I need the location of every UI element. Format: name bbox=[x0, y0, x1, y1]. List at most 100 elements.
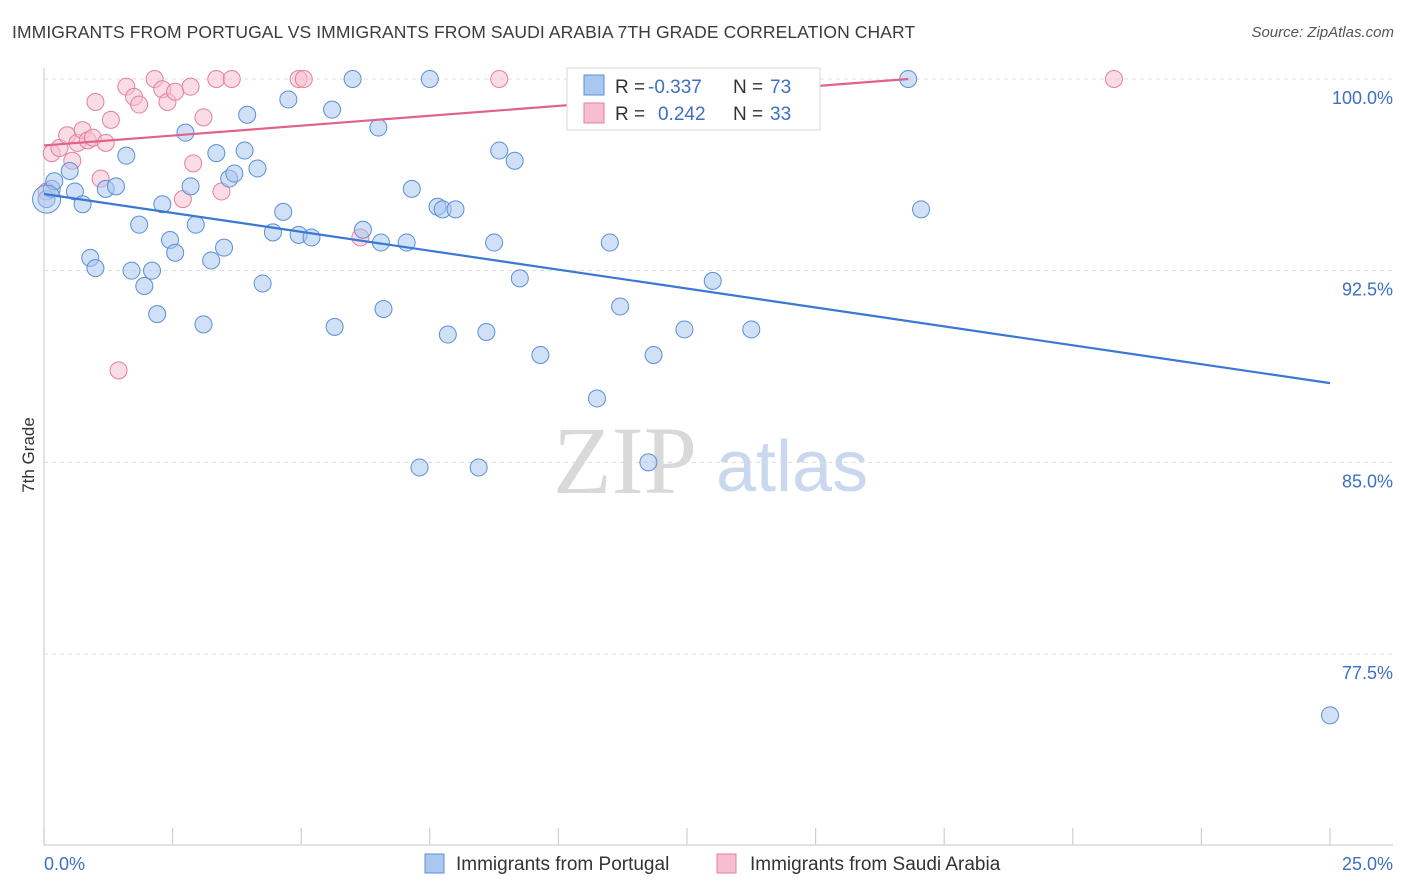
y-axis-title: 7th Grade bbox=[19, 417, 38, 493]
data-point-portugal bbox=[166, 243, 185, 262]
data-point-portugal bbox=[176, 123, 195, 142]
data-point-portugal bbox=[912, 200, 931, 219]
data-point-portugal bbox=[675, 320, 694, 339]
legend-label-portugal: Immigrants from Portugal bbox=[456, 854, 669, 875]
data-point-portugal bbox=[587, 389, 606, 408]
data-point-portugal bbox=[207, 144, 226, 163]
source-credit: Source: ZipAtlas.com bbox=[1251, 24, 1394, 41]
data-point-portugal bbox=[130, 215, 149, 234]
data-point-saudi-arabia bbox=[181, 77, 200, 96]
data-point-portugal bbox=[531, 346, 550, 364]
data-point-portugal bbox=[703, 271, 722, 290]
y-tick-label: 77.5% bbox=[1342, 663, 1393, 683]
data-point-portugal bbox=[186, 215, 205, 234]
data-point-saudi-arabia bbox=[207, 70, 226, 88]
data-point-portugal bbox=[644, 346, 663, 364]
data-point-portugal bbox=[446, 200, 465, 219]
data-point-portugal bbox=[117, 146, 136, 165]
data-point-portugal bbox=[469, 458, 488, 477]
data-point-portugal bbox=[353, 220, 372, 239]
data-point-portugal-cluster bbox=[32, 184, 62, 214]
data-point-portugal bbox=[477, 323, 496, 341]
legend: Immigrants from Portugal Immigrants from… bbox=[424, 853, 1001, 875]
legend-swatch-portugal bbox=[424, 853, 445, 874]
gridlines bbox=[44, 78, 1393, 655]
data-point-portugal bbox=[323, 100, 342, 119]
chart-title: IMMIGRANTS FROM PORTUGAL VS IMMIGRANTS F… bbox=[12, 22, 916, 42]
data-point-saudi-arabia bbox=[490, 70, 509, 88]
data-point-portugal bbox=[402, 179, 421, 198]
data-point-portugal bbox=[279, 90, 298, 109]
watermark-atlas: atlas bbox=[716, 427, 868, 507]
series-portugal-points bbox=[32, 70, 1339, 725]
data-point-portugal bbox=[148, 305, 167, 324]
data-point-portugal bbox=[410, 458, 429, 477]
x-tick-label-max: 25.0% bbox=[1342, 854, 1393, 874]
stats-r-value-saudi-arabia: 0.242 bbox=[658, 104, 706, 125]
y-tick-label: 85.0% bbox=[1342, 471, 1393, 491]
data-point-portugal bbox=[194, 315, 213, 334]
y-tick-label: 92.5% bbox=[1342, 280, 1393, 300]
data-point-saudi-arabia bbox=[130, 95, 149, 114]
data-point-portugal bbox=[369, 118, 388, 137]
data-point-portugal bbox=[238, 105, 257, 124]
stats-swatch-portugal bbox=[583, 74, 605, 96]
data-point-saudi-arabia bbox=[294, 70, 313, 88]
data-point-portugal bbox=[153, 195, 172, 214]
legend-label-saudi-arabia: Immigrants from Saudi Arabia bbox=[750, 854, 1001, 875]
stats-r-label-portugal: R = bbox=[615, 77, 645, 98]
data-point-portugal bbox=[135, 277, 154, 295]
y-tick-labels: 77.5% 85.0% 92.5% 100.0% bbox=[1332, 88, 1393, 683]
data-point-portugal bbox=[181, 177, 200, 196]
stats-swatch-saudi-arabia bbox=[583, 102, 605, 124]
data-point-portugal bbox=[505, 151, 524, 170]
data-point-portugal bbox=[374, 300, 393, 318]
series-saudi-arabia-points bbox=[37, 70, 1123, 380]
watermark-zip: ZIP bbox=[553, 407, 697, 514]
data-point-portugal bbox=[325, 317, 344, 336]
data-point-portugal bbox=[611, 297, 630, 316]
data-point-portugal bbox=[235, 141, 254, 160]
data-point-saudi-arabia bbox=[184, 154, 203, 173]
data-point-portugal bbox=[1321, 706, 1339, 725]
stats-n-label-portugal: N = bbox=[733, 77, 763, 98]
data-point-saudi-arabia bbox=[101, 110, 120, 129]
data-point-portugal bbox=[225, 164, 244, 183]
stats-n-value-portugal: 73 bbox=[770, 77, 791, 98]
data-point-saudi-arabia bbox=[86, 93, 105, 111]
data-point-portugal bbox=[420, 70, 439, 88]
data-point-portugal bbox=[639, 453, 658, 472]
y-tick-label: 100.0% bbox=[1332, 88, 1393, 108]
data-point-portugal bbox=[742, 320, 761, 339]
stats-box: R = -0.337 N = 73 R = 0.242 N = 33 bbox=[566, 67, 821, 131]
data-point-portugal bbox=[600, 233, 619, 252]
trendline-portugal bbox=[43, 192, 1331, 385]
data-point-portugal bbox=[60, 162, 79, 180]
stats-r-label-saudi-arabia: R = bbox=[615, 104, 645, 125]
data-point-portugal bbox=[438, 325, 457, 344]
stats-n-label-saudi-arabia: N = bbox=[733, 104, 763, 125]
data-point-saudi-arabia bbox=[1104, 70, 1123, 88]
data-point-portugal bbox=[143, 261, 162, 280]
data-point-portugal bbox=[248, 159, 267, 178]
data-point-portugal bbox=[86, 259, 105, 278]
data-point-portugal bbox=[274, 202, 293, 221]
data-point-portugal bbox=[122, 261, 141, 280]
data-point-portugal bbox=[107, 177, 126, 196]
x-ticks bbox=[43, 828, 1331, 845]
data-point-saudi-arabia bbox=[166, 82, 185, 101]
data-point-saudi-arabia bbox=[222, 70, 241, 88]
data-point-portugal bbox=[343, 70, 362, 88]
data-point-portugal bbox=[202, 251, 221, 270]
data-point-saudi-arabia bbox=[96, 133, 115, 152]
stats-box-frame bbox=[566, 67, 821, 131]
stats-r-value-portugal: -0.337 bbox=[648, 77, 702, 98]
data-point-saudi-arabia bbox=[109, 361, 128, 380]
data-point-portugal bbox=[510, 269, 529, 288]
stats-n-value-saudi-arabia: 33 bbox=[770, 104, 791, 125]
data-point-portugal bbox=[253, 274, 272, 293]
x-tick-label-min: 0.0% bbox=[44, 854, 85, 874]
data-point-portugal bbox=[215, 238, 234, 257]
data-point-saudi-arabia bbox=[194, 108, 213, 127]
